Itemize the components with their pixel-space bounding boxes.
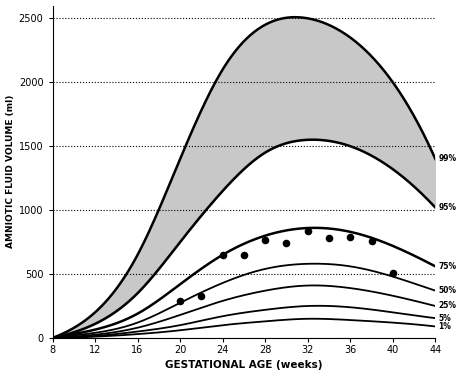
Point <box>389 270 396 276</box>
Point <box>283 240 290 246</box>
Point <box>198 293 205 299</box>
Text: 95%: 95% <box>438 203 456 212</box>
Text: 25%: 25% <box>438 302 456 311</box>
Point <box>261 237 269 243</box>
Point <box>325 235 333 241</box>
Text: 50%: 50% <box>438 286 456 295</box>
X-axis label: GESTATIONAL AGE (weeks): GESTATIONAL AGE (weeks) <box>165 361 322 370</box>
Point <box>346 234 354 240</box>
Text: 1%: 1% <box>438 322 451 331</box>
Point <box>304 227 311 233</box>
Point <box>240 252 248 258</box>
Point <box>368 238 375 244</box>
Text: 5%: 5% <box>438 314 451 323</box>
Point <box>176 298 184 304</box>
Y-axis label: AMNIOTIC FLUID VOLUME (ml): AMNIOTIC FLUID VOLUME (ml) <box>6 95 15 249</box>
Point <box>219 252 226 258</box>
Text: 99%: 99% <box>438 155 456 164</box>
Text: 75%: 75% <box>438 262 456 271</box>
